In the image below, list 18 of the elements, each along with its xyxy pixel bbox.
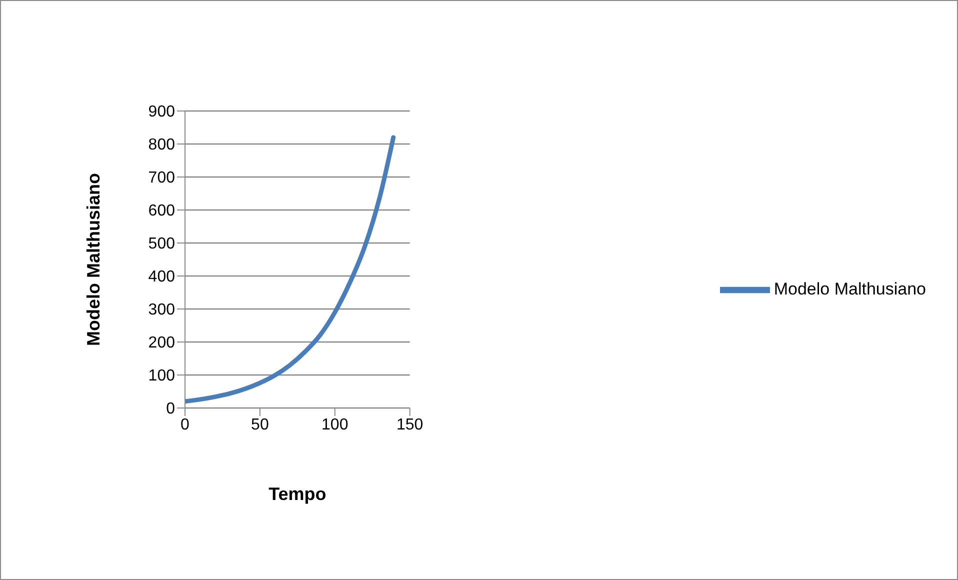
- x-tick-label: 100: [322, 416, 348, 434]
- x-tick-label: 150: [396, 416, 424, 434]
- line-series: [185, 135, 396, 404]
- y-axis-title: Modelo Malthusiano: [83, 173, 104, 346]
- y-tick-label: 800: [148, 136, 176, 154]
- x-axis-title: Tempo: [268, 484, 326, 504]
- y-tick-label: 100: [148, 368, 176, 385]
- y-tick-label: 400: [148, 268, 176, 286]
- x-tick-label: 50: [251, 416, 269, 434]
- y-tick-label: 500: [148, 236, 176, 253]
- x-tick-label: 0: [180, 416, 190, 434]
- y-tick-label: 300: [148, 302, 176, 319]
- y-tick-label: 700: [148, 170, 176, 187]
- legend-label: Modelo Malthusiano: [774, 278, 926, 298]
- y-tick-label: 0: [166, 400, 176, 418]
- y-tick-label: 200: [148, 334, 176, 352]
- y-tick-label: 600: [148, 202, 176, 220]
- y-tick-label: 900: [148, 104, 176, 121]
